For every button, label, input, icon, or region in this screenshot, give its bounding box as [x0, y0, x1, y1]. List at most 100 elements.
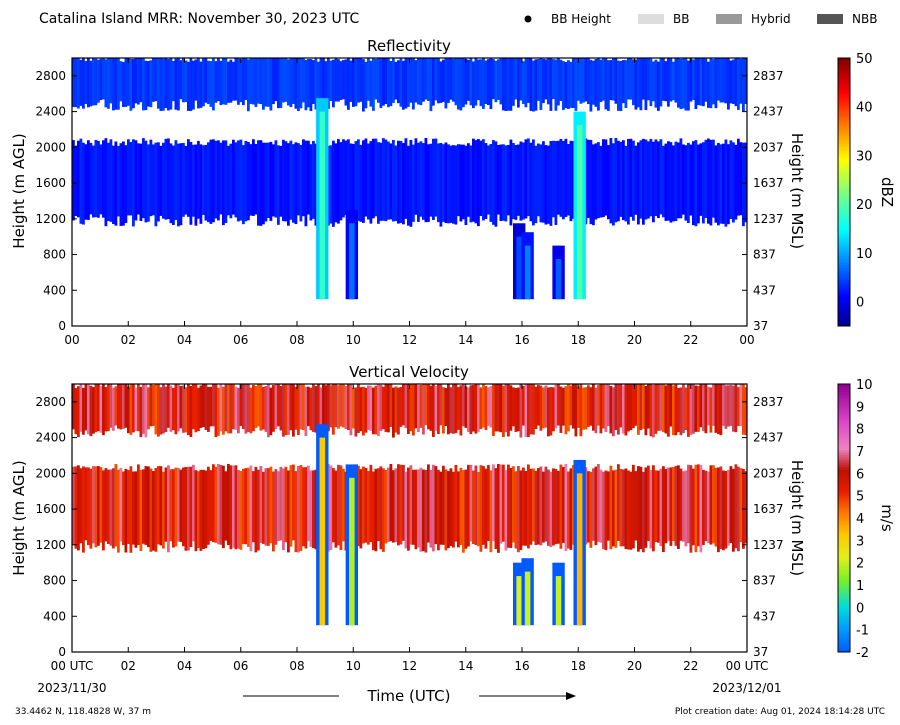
- location-text: 33.4462 N, 118.4828 W, 37 m: [15, 707, 151, 717]
- y-tick-label: 2400: [35, 431, 66, 445]
- reflectivity-y-label: Height (m AGL): [10, 133, 28, 248]
- y-tick-label-right: 2037: [753, 140, 784, 154]
- time-axis-label: Time (UTC): [367, 687, 451, 705]
- y-tick-label-right: 1237: [753, 212, 784, 226]
- colorbar-tick-label: 1: [856, 579, 864, 594]
- legend-item: BB: [638, 12, 689, 26]
- bright-band-legend: BB Height BB Hybrid NBB: [524, 12, 877, 26]
- reflectivity-panel: Reflectivity 00 02 04 06 08 10 12 14 16 18 20 22 000…: [10, 37, 806, 347]
- x-tick-label: 14: [458, 659, 473, 673]
- colorbar-frame: [837, 57, 851, 327]
- colorbar-frame: [837, 383, 851, 653]
- colorbar-tick-label: 4: [856, 512, 864, 527]
- legend-item: Hybrid: [716, 12, 791, 26]
- x-tick-label: 04: [177, 333, 192, 347]
- legend-swatch: [638, 14, 664, 24]
- rain-shaft: [316, 424, 329, 626]
- colorbar-tick-label: 0: [856, 296, 864, 311]
- colorbar-tick-label: 7: [856, 445, 864, 460]
- x-tick-label: 00: [739, 333, 754, 347]
- colorbar-tick-label: -2: [856, 646, 869, 661]
- echo-layer: [72, 58, 748, 112]
- x-tick-label: 00 UTC: [726, 659, 769, 673]
- start-date-label: 2023/11/30: [37, 681, 106, 695]
- rain-shaft: [573, 111, 586, 300]
- x-tick-label: 12: [402, 333, 417, 347]
- legend-item: NBB: [817, 12, 877, 26]
- y-tick-label: 0: [58, 319, 66, 333]
- legend-swatch: [817, 14, 843, 24]
- y-tick-label-right: 37: [753, 319, 768, 333]
- x-tick-label: 12: [402, 659, 417, 673]
- reflectivity-colorbar: 0 10 20 30 40 50 dBZ: [837, 52, 896, 327]
- y-tick-label-right: 2837: [753, 395, 784, 409]
- y-tick-label: 2400: [35, 105, 66, 119]
- rain-shaft: [316, 98, 329, 300]
- x-tick-label: 20: [627, 333, 642, 347]
- x-tick-label: 18: [571, 659, 586, 673]
- x-tick-label: 16: [514, 333, 529, 347]
- rain-shaft: [573, 459, 586, 626]
- y-tick-label: 2000: [35, 140, 66, 154]
- reflectivity-y-label-right: Height (m MSL): [788, 133, 806, 249]
- x-tick-label: 00: [64, 333, 79, 347]
- y-tick-label: 800: [43, 574, 66, 588]
- y-tick-label-right: 37: [753, 645, 768, 659]
- colorbar-tick-label: 30: [856, 149, 873, 164]
- rain-shaft: [552, 562, 565, 626]
- time-arrow-head-icon: [566, 692, 576, 700]
- y-tick-label: 0: [58, 645, 66, 659]
- y-tick-label-right: 837: [753, 248, 776, 262]
- x-tick-label: 06: [233, 333, 248, 347]
- y-tick-label-right: 437: [753, 283, 776, 297]
- y-tick-label: 400: [43, 609, 66, 623]
- echo-layer: [72, 137, 748, 227]
- colorbar-tick-label: 20: [856, 198, 873, 213]
- velocity-colorbar: -2 -1 0 1 2 3 4 5 6 7 8 9 10 m/s: [837, 378, 896, 661]
- vertical-velocity-y-label: Height (m AGL): [10, 460, 28, 575]
- rain-shaft: [521, 232, 534, 300]
- legend-label: Hybrid: [751, 12, 791, 26]
- colorbar-tick-label: 9: [856, 400, 864, 415]
- vertical-velocity-y-label-right: Height (m MSL): [788, 460, 806, 576]
- x-tick-label: 08: [289, 659, 304, 673]
- x-tick-label: 06: [233, 659, 248, 673]
- echo-layer: [72, 384, 748, 438]
- rain-shaft: [521, 558, 534, 626]
- figure-title: Catalina Island MRR: November 30, 2023 U…: [39, 11, 360, 27]
- colorbar-tick-label: 10: [856, 247, 873, 262]
- colorbar-tick-label: 5: [856, 490, 864, 505]
- colorbar-tick-label: -1: [856, 624, 869, 639]
- echo-layer: [72, 463, 748, 553]
- legend-label: NBB: [852, 12, 877, 26]
- y-tick-label-right: 1237: [753, 538, 784, 552]
- x-tick-label: 04: [177, 659, 192, 673]
- colorbar-tick-label: 6: [856, 467, 864, 482]
- legend-swatch: [716, 14, 742, 24]
- legend-label: BB: [673, 12, 689, 26]
- vertical-velocity-title: Vertical Velocity: [349, 363, 469, 381]
- x-tick-label: 10: [346, 333, 361, 347]
- y-tick-label: 2800: [35, 69, 66, 83]
- y-tick-label-right: 2837: [753, 69, 784, 83]
- legend-label: BB Height: [551, 12, 611, 26]
- end-date-label: 2023/12/01: [712, 681, 781, 695]
- x-tick-label: 08: [289, 333, 304, 347]
- y-tick-label-right: 1637: [753, 176, 784, 190]
- y-tick-label-right: 2437: [753, 431, 784, 445]
- colorbar-tick-label: 2: [856, 557, 864, 572]
- y-tick-label-right: 2437: [753, 105, 784, 119]
- y-tick-label-right: 837: [753, 574, 776, 588]
- colorbar-tick-label: 10: [856, 378, 873, 393]
- y-tick-label: 2800: [35, 395, 66, 409]
- x-tick-label: 10: [346, 659, 361, 673]
- x-tick-label: 14: [458, 333, 473, 347]
- colorbar-label: dBZ: [878, 177, 896, 207]
- x-tick-label: 02: [121, 659, 136, 673]
- x-tick-label: 20: [627, 659, 642, 673]
- bb-height-dot-icon: [524, 15, 532, 23]
- rain-shaft: [552, 245, 565, 300]
